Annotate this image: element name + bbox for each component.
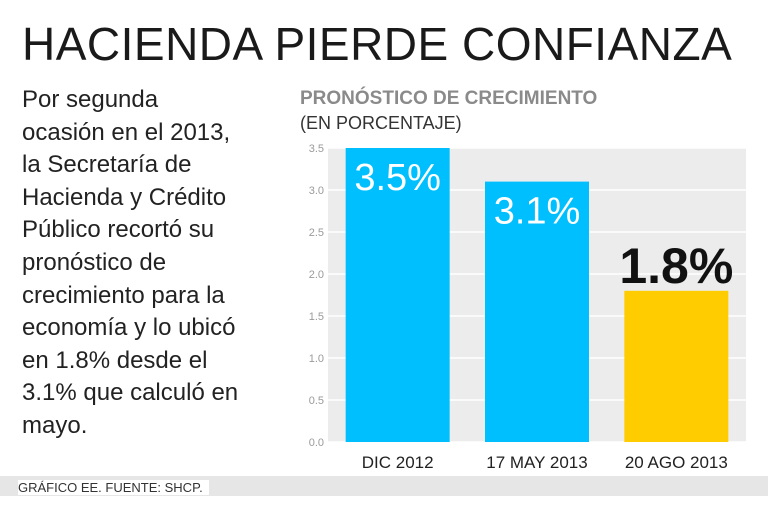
data-label: 3.5% [354, 157, 441, 199]
chart-title: PRONÓSTICO DE CRECIMIENTO [300, 88, 598, 109]
bar [624, 290, 729, 442]
y-tick-label: 0.5 [309, 395, 324, 407]
y-tick-label: 2.0 [309, 269, 324, 281]
y-tick-label: 3.0 [309, 185, 324, 197]
x-tick-label: 20 AGO 2013 [625, 453, 728, 472]
bar [345, 148, 450, 442]
x-tick-label: 17 MAY 2013 [486, 453, 587, 472]
y-tick-label: 0.0 [309, 437, 324, 449]
footer-source: GRÁFICO EE. FUENTE: SHCP. [18, 480, 209, 495]
y-tick-label: 1.0 [309, 353, 324, 365]
description-text: Por segunda ocasión en el 2013, la Secre… [22, 86, 239, 439]
y-tick-label: 2.5 [309, 227, 324, 239]
chart-subtitle: (EN PORCENTAJE) [300, 113, 462, 133]
y-tick-label: 3.5 [309, 143, 324, 155]
x-tick-label: DIC 2012 [362, 453, 434, 472]
headline-title: HACIENDA PIERDE CONFIANZA [22, 18, 733, 70]
bar [485, 181, 589, 442]
data-label: 1.8% [619, 238, 733, 294]
growth-forecast-chart: 0.0 0.5 1.0 1.5 2.0 2.5 3.0 3.5 3.5% DIC 2012 3.1%… [309, 143, 746, 472]
data-label: 3.1% [494, 191, 581, 233]
y-tick-label: 1.5 [309, 311, 324, 323]
